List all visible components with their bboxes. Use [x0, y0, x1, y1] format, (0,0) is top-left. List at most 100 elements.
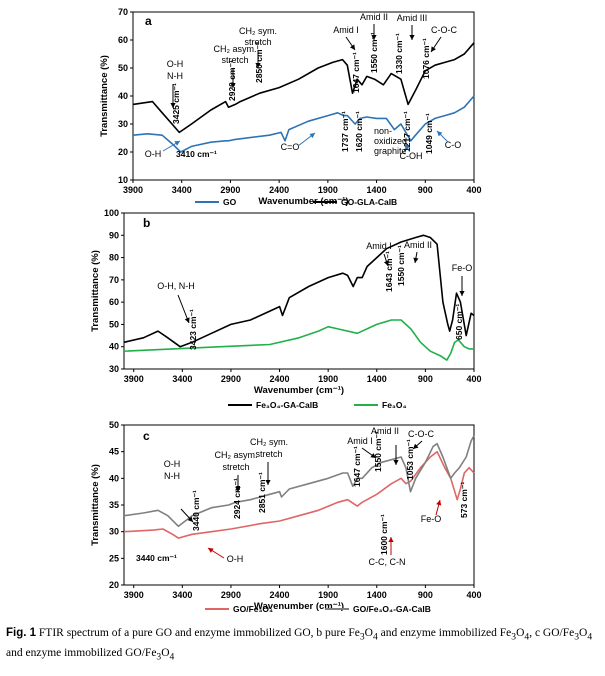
panel-c-annotation: Amid I — [347, 436, 373, 446]
panel-c-annotation-arrow-head — [413, 443, 419, 449]
panel-c-y-tick-label: 30 — [109, 527, 119, 537]
panel-b-series-line — [123, 319, 474, 361]
panel-b-y-tick-label: 80 — [109, 253, 119, 263]
panel-c-x-tick-label: 3900 — [124, 590, 144, 600]
panel-a-x-tick-label: 900 — [418, 185, 433, 195]
panel-b-y-tick-label: 50 — [109, 319, 119, 329]
panel-a-legend-label: GO — [223, 197, 237, 207]
panel-a-annotation-arrow-head — [309, 133, 315, 139]
panel-c-annotation: Amid II — [371, 426, 399, 436]
panel-c-annotation: stretch — [255, 449, 282, 459]
panel-c-x-tick-label: 900 — [418, 590, 433, 600]
panel-c-legend-label: GO/Fe₃O₄ — [233, 604, 273, 614]
panel-b-annotation: 1550 cm⁻¹ — [396, 245, 406, 286]
panel-a-annotation: 1049 cm⁻¹ — [424, 113, 434, 154]
panel-b-x-tick-label: 3900 — [124, 374, 144, 384]
panel-c-y-axis-title: Transmittance (%) — [90, 464, 101, 546]
panel-c-series-line — [123, 435, 475, 528]
panel-c-x-axis-title: Wavenumber (cm⁻¹) — [254, 601, 344, 612]
panel-a-y-tick-label: 40 — [118, 91, 128, 101]
panel-a-annotation-arrow-head — [255, 63, 261, 68]
panel-c-letter: c — [143, 429, 150, 443]
panel-c-annotation-arrow-head — [370, 452, 376, 458]
panel-a-x-tick-label: 400 — [466, 185, 481, 195]
panel-c-annotation-arrow-head — [208, 548, 214, 553]
panel-b-annotation-arrow-head — [459, 291, 465, 296]
panel-b-y-tick-label: 100 — [104, 208, 119, 218]
panel-a-y-tick-label: 70 — [118, 7, 128, 17]
panel-c-x-tick-label: 2400 — [270, 590, 290, 600]
panel-a-annotation-arrow-head — [405, 144, 410, 150]
panel-a-annotation: N-H — [167, 71, 183, 81]
panel-c-annotation-arrow-head — [388, 537, 394, 542]
panel-c-annotation-arrow-head — [393, 460, 399, 465]
panel-c-annotation: C-O-C — [408, 429, 434, 439]
panel-c-x-tick-label: 400 — [466, 590, 481, 600]
panel-b-annotation: 650 cm⁻¹ — [454, 304, 464, 340]
panel-a-annotation: O-H — [145, 149, 162, 159]
panel-a-annotation: Amid III — [397, 13, 428, 23]
panel-a-legend-label: GO-GLA-CalB — [341, 197, 397, 207]
panel-c-annotation: 1550 cm⁻¹ — [373, 431, 383, 472]
panel-c-annotation: 1647 cm⁻¹ — [352, 446, 362, 487]
panel-b-annotation: Amid I — [366, 241, 392, 251]
panel-c-annotation-arrow-head — [187, 516, 193, 522]
panel-b-y-tick-label: 60 — [109, 297, 119, 307]
panel-a-annotation: CH₂ sym. — [239, 26, 277, 36]
panel-b-letter: b — [143, 216, 150, 230]
panel-a-annotation: Amid II — [360, 12, 388, 22]
panel-a-series-line — [132, 42, 475, 134]
panel-a-annotation: CH₂ asym. — [214, 44, 257, 54]
panel-b-y-axis-title: Transmittance (%) — [90, 250, 101, 332]
panel-a-letter: a — [145, 14, 152, 28]
panel-a-x-tick-label: 2900 — [220, 185, 240, 195]
panel-b-annotation: 1643 cm⁻¹ — [384, 251, 394, 292]
panel-a-annotation-arrow-head — [431, 46, 436, 52]
panel-b-legend-label: Fe₃O₄-GA-CalB — [256, 400, 318, 410]
panel-a-annotation: 1737 cm⁻¹ — [340, 111, 350, 152]
panel-a-y-tick-label: 60 — [118, 35, 128, 45]
panel-a-x-axis-title: Wavenumber (cm⁻¹) — [258, 196, 348, 207]
panel-a-annotation: 2920 cm⁻¹ — [227, 60, 237, 101]
panel-b-y-tick-label: 30 — [109, 364, 119, 374]
panel-b-annotation-arrow-head — [383, 260, 389, 266]
panel-a-annotation: 1620 cm⁻¹ — [354, 111, 364, 152]
panel-c-legend-label: GO/Fe₃O₄-GA-CalB — [353, 604, 431, 614]
panel-c-y-tick-label: 45 — [109, 447, 119, 457]
panel-a-annotation-arrow-head — [174, 141, 180, 146]
panel-c-x-tick-label: 3400 — [172, 590, 192, 600]
panel-c-annotation-arrow-head — [265, 480, 271, 485]
panel-c-annotation: O-H — [227, 554, 244, 564]
panel-a-annotation: stretch — [244, 37, 271, 47]
panel-b-annotation-arrow — [177, 294, 190, 324]
panel-b-annotation: 3423 cm⁻¹ — [188, 309, 198, 350]
panel-c-y-tick-label: 25 — [109, 553, 119, 563]
panel-b-y-tick-label: 40 — [109, 342, 119, 352]
panel-b-annotation: Fe-O — [452, 263, 473, 273]
panel-a-x-tick-label: 1400 — [367, 185, 387, 195]
panel-c-annotation: CH₂ asym. — [215, 450, 258, 460]
panel-c-annotation: 2851 cm⁻¹ — [257, 472, 267, 513]
panel-a-x-tick-label: 3900 — [123, 185, 143, 195]
panel-c-annotation: stretch — [222, 462, 249, 472]
panel-a-annotation-arrow-head — [437, 131, 443, 137]
panel-a-annotation: C-O-C — [431, 25, 457, 35]
panel-a-annotation: C=O — [281, 142, 300, 152]
panel-c-annotation-arrow-head — [235, 487, 241, 492]
panel-b-x-tick-label: 2900 — [221, 374, 241, 384]
panel-a-annotation-arrow-head — [409, 35, 415, 40]
panel-b-y-tick-label: 70 — [109, 275, 119, 285]
panel-a-annotation: 3425 cm⁻¹ — [171, 83, 181, 124]
panel-a-annotation: C-O — [445, 140, 462, 150]
panel-c-annotation: Fe-O — [421, 514, 442, 524]
panel-b-x-tick-label: 1900 — [318, 374, 338, 384]
panel-b-annotation: O-H, N-H — [157, 281, 195, 291]
panel-a-annotation-arrow-head — [170, 103, 176, 108]
panel-c-annotation: O-H — [164, 459, 181, 469]
panel-c-x-tick-label: 1900 — [318, 590, 338, 600]
panel-c-annotation: 2924 cm⁻¹ — [232, 478, 242, 519]
panel-b-y-tick-label: 90 — [109, 230, 119, 240]
panel-a-y-tick-label: 20 — [118, 147, 128, 157]
figure-caption: Fig. 1 FTIR spectrum of a pure GO and en… — [6, 625, 598, 666]
panel-a-x-tick-label: 2400 — [269, 185, 289, 195]
